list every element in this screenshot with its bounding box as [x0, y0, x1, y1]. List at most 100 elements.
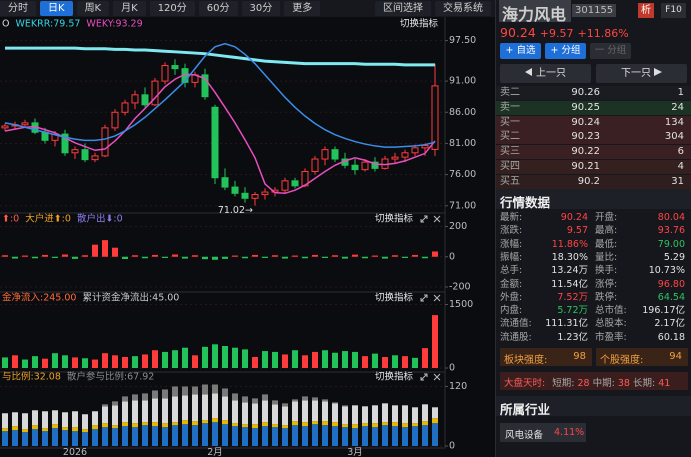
stat-value: 80.04 — [657, 212, 685, 223]
fund-bar — [292, 350, 298, 368]
close-icon[interactable] — [433, 294, 441, 302]
stock-strength-label: 个股强度: — [600, 355, 644, 366]
stat-label: 最低: — [595, 238, 618, 250]
fund-bar — [82, 358, 88, 368]
fund-bar — [52, 353, 58, 368]
participation-segment — [252, 398, 258, 404]
candle-body — [421, 144, 429, 149]
add-watchlist-button[interactable]: + 自选 — [500, 43, 541, 59]
x-tick-label: 2月 — [207, 447, 223, 457]
candle-body — [211, 106, 219, 179]
period-button[interactable]: 周K — [76, 1, 110, 16]
participation-segment — [192, 394, 198, 422]
flow-bar — [212, 256, 218, 260]
candle-body — [411, 147, 419, 154]
y-tick-label: 86.00 — [449, 107, 476, 118]
indicator-label: 散户出⬇:0 — [77, 213, 123, 225]
prev-button[interactable]: 上一只 — [500, 64, 591, 83]
candle-body — [71, 149, 79, 154]
close-icon[interactable] — [433, 373, 441, 381]
switch-indicator[interactable]: 切换指标 — [400, 18, 439, 30]
stat-label: 最新: — [500, 212, 523, 223]
participation-segment — [142, 400, 148, 423]
participation-segment — [62, 412, 68, 428]
participation-segment — [22, 432, 28, 446]
stat-label: 跌停: — [595, 291, 618, 303]
fund-bar — [172, 350, 178, 368]
period-toolbar: 分时 日K 周K 月K 120分 60分 30分 更多 区间选择 交易系统 — [0, 0, 495, 17]
stock-code: 301155 — [572, 4, 617, 17]
period-button[interactable]: 30分 — [241, 1, 281, 16]
participation-segment — [272, 424, 278, 428]
x-tick-label: 3月 — [347, 447, 363, 457]
period-button[interactable]: 120分 — [149, 1, 195, 16]
section-title: 行情数据 — [500, 195, 551, 210]
y-tick-label: 1500 — [449, 299, 473, 310]
participation-segment — [202, 423, 208, 446]
flow-bar — [152, 254, 158, 257]
remove-group-button[interactable]: 一 分组 — [590, 43, 631, 59]
participation-segment — [102, 423, 108, 428]
flow-bar — [192, 255, 198, 257]
order-label: 买三 — [500, 146, 520, 158]
flow-bar — [242, 256, 248, 259]
candle-body — [91, 155, 99, 161]
order-price: 90.2 — [577, 175, 600, 187]
order-row: 卖二 90.26 1 — [496, 86, 691, 100]
expand-icon[interactable] — [420, 215, 428, 223]
fund-bar — [162, 351, 168, 368]
f10-button[interactable]: F10 — [661, 3, 686, 18]
participation-segment — [282, 403, 288, 407]
participation-segment — [312, 400, 318, 422]
switch-indicator[interactable]: 切换指标 — [375, 292, 414, 304]
candle-body — [361, 161, 369, 171]
fund-bar — [352, 351, 358, 368]
sector-strength-box — [500, 348, 592, 366]
stat-value: 11.54亿 — [551, 278, 588, 290]
candle-body — [391, 156, 399, 160]
stat-label: 开盘: — [595, 212, 618, 223]
participation-segment — [52, 424, 58, 429]
period-button[interactable]: 分时 — [0, 1, 36, 16]
period-button[interactable]: 更多 — [284, 1, 321, 16]
name-box — [499, 0, 571, 22]
next-button[interactable]: 下一只 — [596, 64, 687, 83]
flow-bar — [2, 255, 8, 257]
candle-body — [231, 186, 239, 194]
add-group-button[interactable]: + 分组 — [545, 43, 586, 59]
stat-label: 振幅: — [500, 251, 523, 263]
period-button[interactable]: 60分 — [198, 1, 238, 16]
expand-icon[interactable] — [420, 373, 428, 381]
stat-label: 市盈率: — [595, 331, 627, 343]
switch-indicator[interactable]: 切换指标 — [375, 371, 414, 383]
participation-segment — [362, 406, 368, 424]
participation-segment — [12, 412, 18, 427]
participation-segment — [342, 405, 348, 407]
industry-tag[interactable] — [500, 423, 586, 442]
participation-segment — [362, 426, 368, 446]
participation-segment — [262, 426, 268, 446]
flow-bar — [102, 240, 108, 257]
y-tick-label: 200 — [449, 221, 467, 232]
switch-indicator[interactable]: 切换指标 — [375, 213, 414, 225]
fund-bar — [432, 315, 438, 368]
period-button[interactable]: 月K — [113, 1, 146, 16]
analysis-button[interactable]: 析 — [638, 3, 654, 18]
participation-segment — [342, 427, 348, 446]
tool-button[interactable]: 区间选择 — [375, 1, 431, 16]
candle-body — [371, 161, 379, 169]
close-icon[interactable] — [433, 215, 441, 223]
expand-icon[interactable] — [420, 294, 428, 302]
period-button[interactable]: 日K — [40, 1, 73, 16]
participation-segment — [292, 401, 298, 422]
tool-button[interactable]: 交易系统 — [435, 1, 491, 16]
indicator-label: 金净流入:245.00 — [2, 292, 76, 304]
participation-segment — [422, 421, 428, 426]
fund-bar — [342, 351, 348, 368]
participation-segment — [132, 394, 138, 401]
fund-bar — [142, 354, 148, 368]
flow-bar — [372, 255, 378, 257]
participation-segment — [222, 396, 228, 421]
stats-row: 涨跌: 9.57 最高: 93.76 — [496, 224, 691, 237]
fund-bar — [62, 355, 68, 368]
